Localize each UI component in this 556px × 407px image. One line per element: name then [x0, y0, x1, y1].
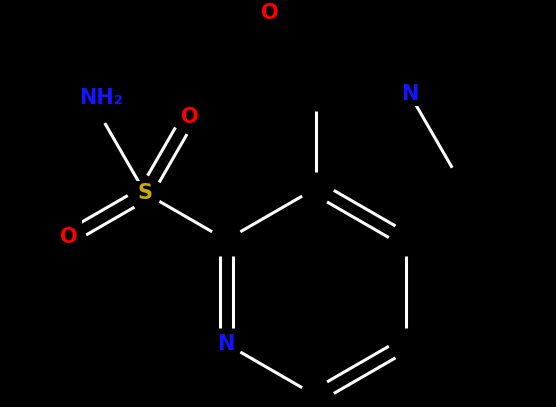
- Text: S: S: [138, 183, 153, 203]
- Text: O: O: [60, 228, 77, 247]
- Text: O: O: [181, 107, 198, 127]
- Text: O: O: [261, 3, 279, 23]
- Text: NH₂: NH₂: [79, 88, 123, 108]
- Text: N: N: [401, 84, 419, 105]
- Text: N: N: [217, 334, 235, 354]
